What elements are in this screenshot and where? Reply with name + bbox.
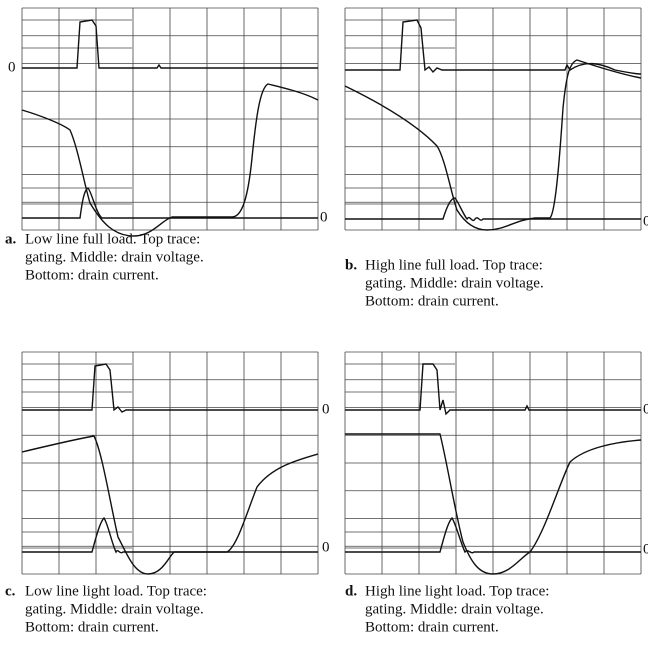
- caption-label: d.: [345, 583, 357, 599]
- caption-line: Bottom: drain current.: [365, 619, 499, 635]
- panel: 0: [345, 8, 648, 230]
- caption-line: Bottom: drain current.: [365, 293, 499, 309]
- caption-line: Low line full load. Top trace:: [25, 231, 200, 247]
- zero-label: 0: [320, 209, 328, 225]
- zero-label: 0: [643, 541, 648, 557]
- caption-line: Bottom: drain current.: [25, 619, 159, 635]
- zero-label: 0: [8, 59, 16, 75]
- caption-line: Low line light load. Top trace:: [25, 583, 207, 599]
- caption-line: High line light load. Top trace:: [365, 583, 549, 599]
- caption-label: c.: [5, 583, 16, 599]
- panel: 00: [345, 352, 648, 574]
- zero-label: 0: [643, 401, 648, 417]
- caption-label: a.: [5, 231, 17, 247]
- caption-line: Bottom: drain current.: [25, 267, 159, 283]
- panel: 00: [22, 352, 330, 574]
- figure: 00a.Low line full load. Top trace:gating…: [0, 0, 648, 647]
- caption-line: gating. Middle: drain voltage.: [365, 275, 544, 291]
- caption-line: gating. Middle: drain voltage.: [365, 601, 544, 617]
- caption-label: b.: [345, 257, 357, 273]
- zero-label: 0: [322, 539, 330, 555]
- caption-line: gating. Middle: drain voltage.: [25, 249, 204, 265]
- panel: 00: [8, 8, 328, 236]
- caption-line: gating. Middle: drain voltage.: [25, 601, 204, 617]
- caption-line: High line full load. Top trace:: [365, 257, 543, 273]
- zero-label: 0: [322, 401, 330, 417]
- zero-label: 0: [643, 213, 648, 229]
